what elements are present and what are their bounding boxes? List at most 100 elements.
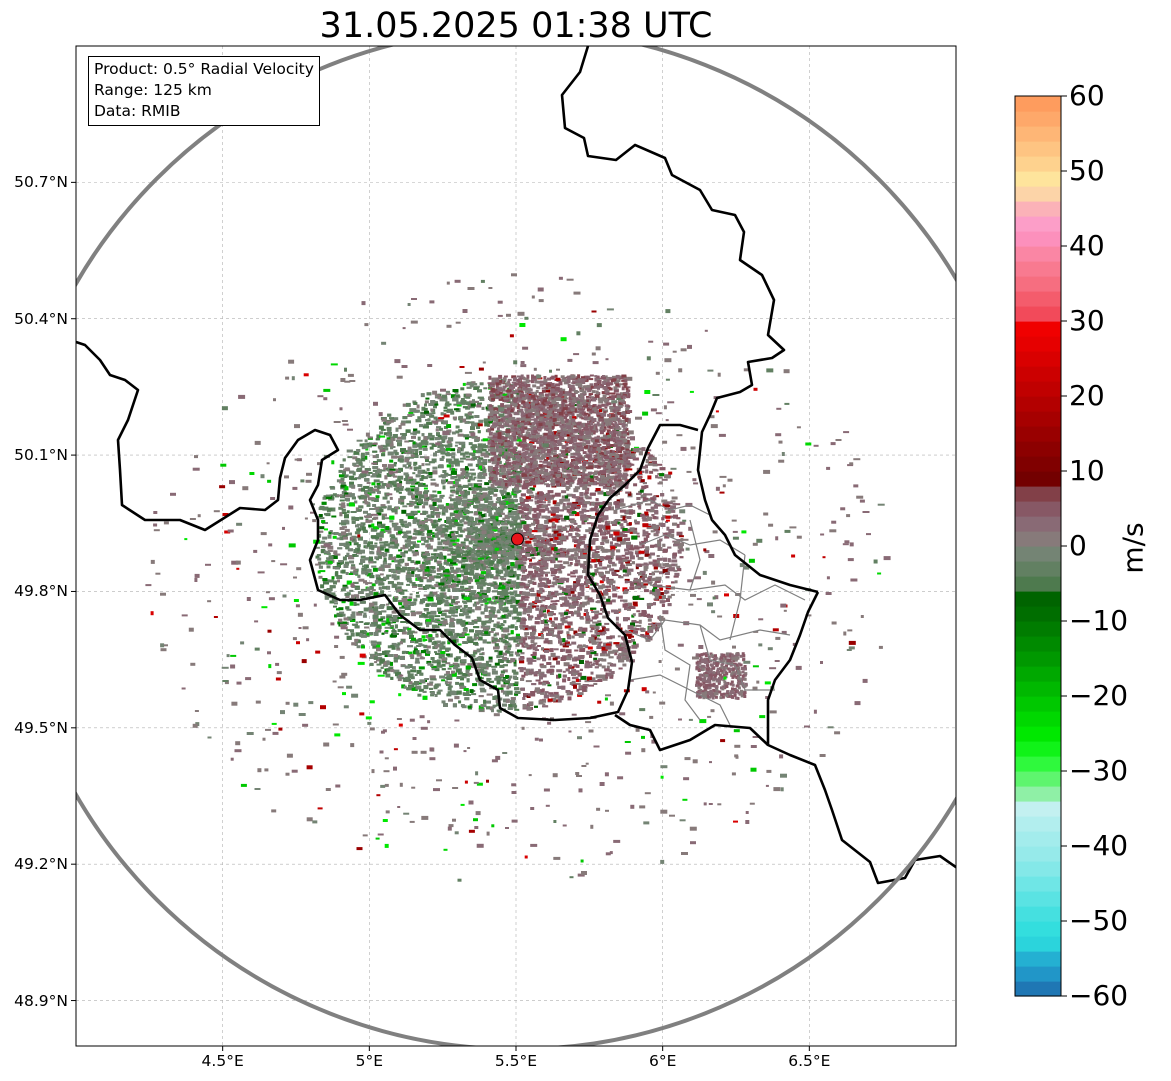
radar-echo xyxy=(506,468,512,471)
radar-echo xyxy=(522,606,527,610)
radar-echo xyxy=(584,509,590,512)
radar-echo xyxy=(424,403,427,407)
radar-echo xyxy=(451,452,456,456)
radar-echo xyxy=(503,519,510,523)
radar-echo xyxy=(504,498,511,502)
radar-echo xyxy=(516,435,521,440)
radar-echo xyxy=(540,691,545,695)
radar-echo xyxy=(350,620,355,622)
radar-echo xyxy=(642,529,646,533)
radar-echo xyxy=(443,561,450,565)
radar-echo xyxy=(595,508,600,512)
radar-echo xyxy=(568,518,575,522)
radar-echo xyxy=(584,680,590,683)
radar-echo xyxy=(461,705,467,709)
radar-echo xyxy=(485,660,489,665)
radar-echo xyxy=(483,559,489,563)
radar-echo xyxy=(569,682,574,685)
radar-echo xyxy=(405,480,411,485)
radar-echo xyxy=(433,523,439,526)
radar-echo xyxy=(481,548,487,552)
radar-echo xyxy=(360,458,366,462)
radar-echo xyxy=(444,680,448,685)
radar-echo xyxy=(331,515,337,518)
radar-echo xyxy=(407,446,412,451)
radar-echo xyxy=(523,693,528,697)
radar-echo xyxy=(646,636,652,638)
radar-echo xyxy=(410,560,415,564)
radar-echo xyxy=(642,465,647,469)
radar-echo xyxy=(647,449,652,452)
radar-echo xyxy=(617,521,621,525)
radar-echo xyxy=(468,442,473,446)
radar-echo xyxy=(614,570,620,573)
radar-echo xyxy=(446,424,452,428)
radar-echo xyxy=(654,495,660,498)
radar-echo xyxy=(457,534,463,538)
radar-echo xyxy=(457,526,463,531)
radar-echo xyxy=(445,479,449,483)
radar-echo xyxy=(640,494,647,499)
radar-echo xyxy=(444,628,448,632)
radar-echo xyxy=(465,458,472,461)
radar-echo xyxy=(366,502,371,507)
radar-echo xyxy=(468,487,473,491)
radar-echo xyxy=(492,696,498,700)
radar-echo xyxy=(454,481,459,486)
radar-echo xyxy=(421,644,425,647)
radar-echo xyxy=(477,573,482,577)
radar-echo xyxy=(581,520,586,525)
radar-echo xyxy=(483,607,488,612)
radar-echo xyxy=(639,570,646,574)
radar-echo xyxy=(602,645,607,648)
radar-echo xyxy=(554,655,560,659)
radar-echo xyxy=(470,666,474,669)
radar-echo xyxy=(533,509,537,513)
radar-echo xyxy=(556,413,561,417)
radar-echo xyxy=(372,618,378,623)
radar-echo xyxy=(323,495,327,499)
radar-echo xyxy=(460,452,466,456)
radar-echo xyxy=(455,567,461,571)
radar-echo xyxy=(479,398,485,401)
radar-echo xyxy=(483,513,487,518)
radar-echo xyxy=(441,700,446,704)
radar-echo xyxy=(499,509,504,513)
radar-echo xyxy=(490,518,497,521)
radar-echo xyxy=(397,475,404,480)
radar-echo xyxy=(446,411,452,413)
radar-echo xyxy=(506,647,511,651)
radar-echo xyxy=(455,668,461,673)
radar-echo xyxy=(540,631,544,633)
radar-echo xyxy=(539,595,546,599)
chart-title: 31.05.2025 01:38 UTC xyxy=(319,6,713,46)
radar-echo xyxy=(379,653,384,656)
radar-echo xyxy=(410,546,414,550)
radar-echo xyxy=(521,557,526,561)
radar-echo xyxy=(338,506,344,510)
radar-echo xyxy=(617,535,623,539)
radar-echo xyxy=(524,632,530,636)
radar-echo xyxy=(517,484,522,488)
radar-echo xyxy=(473,699,478,703)
radar-echo xyxy=(488,630,494,633)
radar-echo xyxy=(513,556,520,561)
radar-echo xyxy=(635,550,640,553)
radar-echo xyxy=(397,564,402,567)
radar-echo xyxy=(404,440,410,443)
radar-echo xyxy=(406,420,411,424)
radar-echo xyxy=(536,645,541,647)
radar-echo xyxy=(478,705,484,710)
radar-echo xyxy=(524,594,529,598)
radar-echo xyxy=(476,507,482,511)
radar-echo xyxy=(597,620,602,623)
radar-echo xyxy=(441,455,445,459)
radar-echo xyxy=(440,450,446,455)
radar-echo xyxy=(465,415,471,420)
radar-echo xyxy=(432,625,435,629)
radar-echo xyxy=(475,677,480,681)
radar-echo xyxy=(356,439,363,442)
radar-echo xyxy=(540,620,545,624)
radar-echo xyxy=(338,607,344,611)
radar-echo xyxy=(464,420,470,424)
